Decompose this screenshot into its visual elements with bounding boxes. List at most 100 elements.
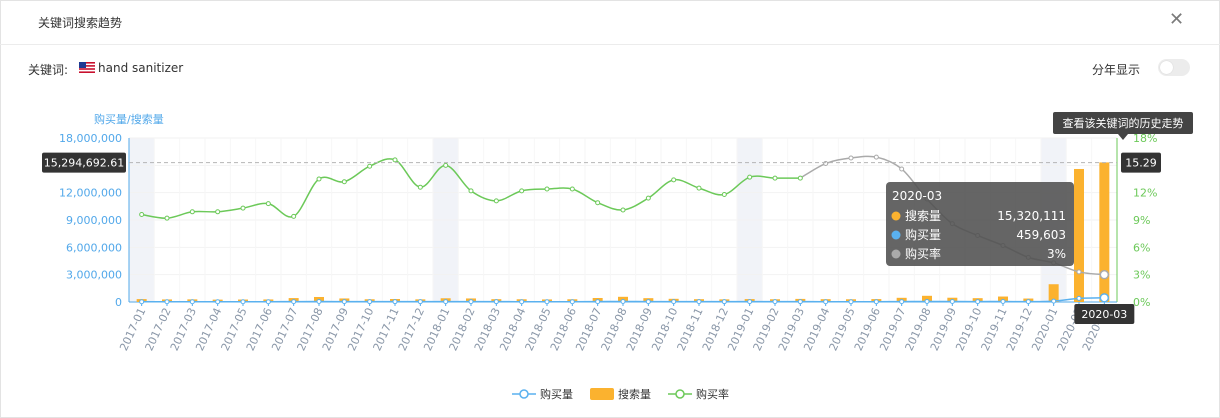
- legend-swatch-point: [675, 389, 685, 399]
- y-left-tick-label: 18,000,000: [59, 132, 122, 145]
- year-toggle-switch[interactable]: [1158, 59, 1190, 76]
- y-left-tick-label: 3,000,000: [66, 269, 122, 282]
- point-buy: [899, 299, 905, 305]
- point-rate: [569, 186, 575, 192]
- hover-point-buy: [1099, 293, 1110, 303]
- point-buy: [620, 298, 626, 304]
- point-rate: [417, 184, 423, 190]
- toggle-knob: [1160, 61, 1173, 74]
- point-buy: [569, 299, 575, 305]
- point-buy: [291, 299, 297, 305]
- dialog-title: 关键词搜索趋势: [38, 16, 123, 30]
- tooltip-dot: [891, 249, 901, 259]
- bar-search: [1048, 284, 1059, 302]
- point-rate: [392, 157, 398, 163]
- keyword-value: hand sanitizer: [98, 61, 184, 75]
- point-buy: [240, 299, 246, 305]
- x-pointer-label: 2020-03: [1081, 308, 1127, 321]
- tooltip-row-name: 搜索量: [905, 208, 941, 223]
- tooltip-dot: [891, 211, 901, 221]
- legend-label: 搜索量: [618, 387, 651, 401]
- reference-label-box: [42, 152, 126, 173]
- point-buy: [443, 299, 449, 305]
- history-tip-box: [1053, 112, 1193, 134]
- history-tip-arrow: [1118, 134, 1128, 140]
- point-buy: [848, 299, 854, 305]
- reference-label: 15,294,692.61: [44, 157, 124, 170]
- legend-swatch-search: [590, 388, 614, 400]
- tooltip-row-name: 购买率: [905, 246, 941, 261]
- point-buy: [367, 299, 373, 305]
- point-rate: [899, 166, 905, 172]
- tooltip-row-name: 购买量: [905, 227, 941, 242]
- point-buy: [164, 299, 170, 305]
- point-rate: [341, 179, 347, 185]
- point-rate: [468, 188, 474, 194]
- tooltip-row-value: 459,603: [1016, 228, 1066, 242]
- point-rate: [1076, 269, 1082, 275]
- point-buy: [949, 299, 955, 305]
- legend-label: 购买率: [696, 387, 729, 401]
- point-buy: [519, 299, 525, 305]
- left-axis-title: 购买量/搜索量: [94, 112, 164, 126]
- point-rate: [493, 198, 499, 204]
- point-rate: [519, 188, 525, 194]
- y-left-tick-label: 12,000,000: [59, 187, 122, 200]
- point-rate: [797, 175, 803, 181]
- legend-swatch-point: [519, 389, 529, 399]
- us-flag-icon: [79, 62, 95, 73]
- tooltip-row-value: 15,320,111: [997, 209, 1066, 223]
- x-pointer-label-box: [1074, 304, 1135, 324]
- point-rate: [645, 195, 651, 201]
- point-buy: [772, 299, 778, 305]
- point-rate: [848, 155, 854, 161]
- point-buy: [341, 299, 347, 305]
- year-toggle-label: 分年显示: [1092, 63, 1141, 77]
- point-buy: [1076, 295, 1082, 301]
- point-buy: [1025, 299, 1031, 305]
- point-rate: [620, 207, 626, 213]
- tooltip-dot: [891, 230, 901, 240]
- dialog-header: 关键词搜索趋势 ✕: [0, 0, 1220, 45]
- point-buy: [189, 299, 195, 305]
- point-buy: [1000, 298, 1006, 304]
- point-buy: [645, 299, 651, 305]
- point-buy: [468, 299, 474, 305]
- point-rate: [367, 163, 373, 169]
- point-rate: [721, 191, 727, 197]
- bar-search: [922, 295, 932, 302]
- tooltip-box: [886, 182, 1074, 266]
- y-right-tick-label: 18%: [1133, 132, 1157, 145]
- point-buy: [721, 299, 727, 305]
- point-buy: [493, 299, 499, 305]
- y-right-tick-label: 9%: [1133, 214, 1150, 227]
- y-right-tick-label: 0%: [1133, 296, 1150, 309]
- point-rate: [139, 212, 145, 218]
- point-buy: [215, 299, 221, 305]
- point-buy: [924, 298, 930, 304]
- point-buy: [975, 299, 981, 305]
- point-rate: [265, 201, 271, 207]
- point-buy: [873, 299, 879, 305]
- point-rate: [747, 174, 753, 180]
- close-icon[interactable]: ✕: [1169, 9, 1185, 30]
- y-left-tick-label: 6,000,000: [66, 241, 122, 254]
- point-rate: [316, 176, 322, 182]
- point-rate: [215, 209, 221, 215]
- point-buy: [139, 299, 145, 305]
- point-rate: [544, 186, 550, 192]
- bar-search: [1099, 162, 1110, 302]
- point-rate: [823, 161, 829, 167]
- point-rate: [443, 162, 449, 168]
- point-buy: [747, 299, 753, 305]
- y-right-tick-label: 12%: [1133, 187, 1157, 200]
- point-rate: [240, 205, 246, 211]
- y-left-tick-label: 0: [115, 296, 122, 309]
- point-buy: [595, 299, 601, 305]
- y-left-tick-label: 9,000,000: [66, 214, 122, 227]
- tooltip-row-value: 3%: [1047, 247, 1066, 261]
- hover-point-rate: [1099, 269, 1110, 280]
- point-buy: [392, 299, 398, 305]
- point-buy: [1051, 298, 1057, 304]
- point-buy: [417, 299, 423, 305]
